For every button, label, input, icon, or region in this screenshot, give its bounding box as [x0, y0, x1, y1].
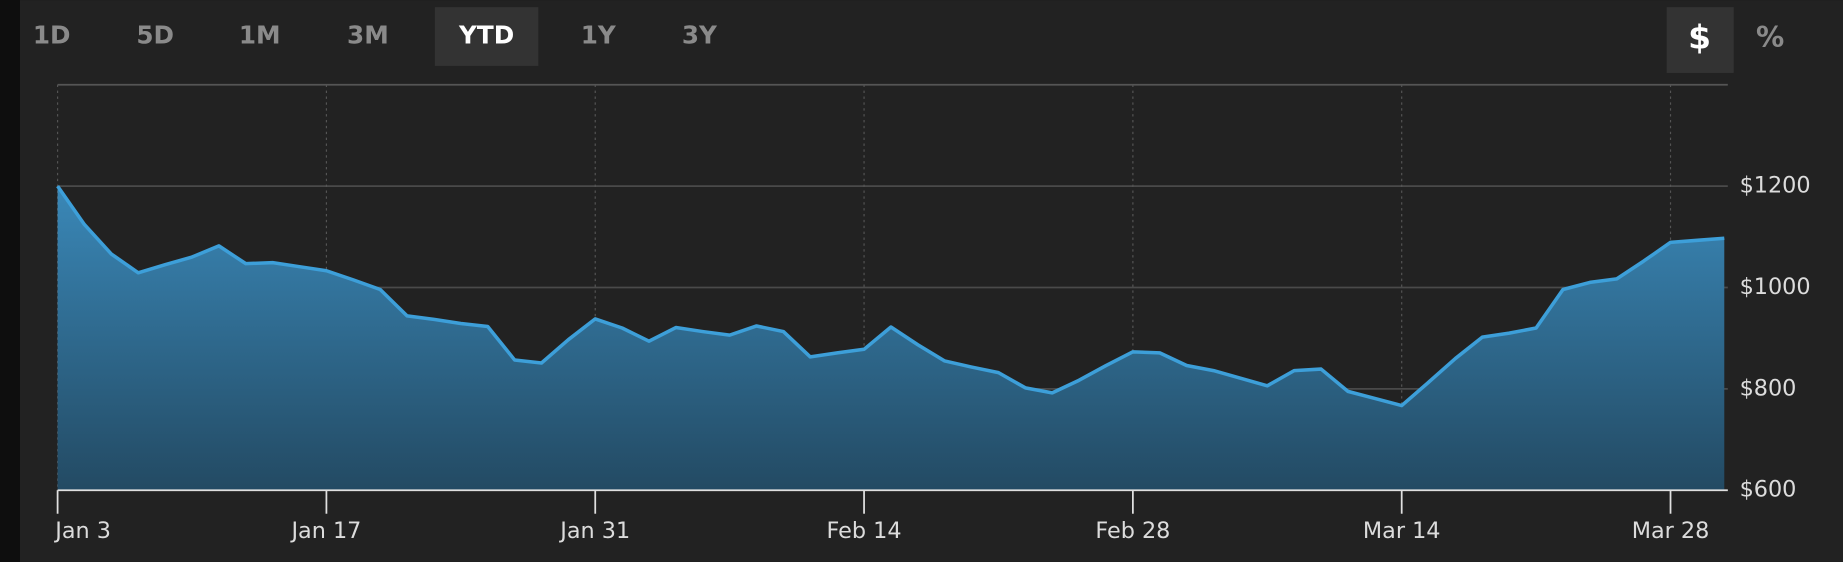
range-button[interactable]: 1D	[33, 21, 71, 50]
range-button[interactable]: 1M	[239, 21, 281, 50]
x-tick-label: Jan 17	[289, 518, 361, 544]
y-tick-label: $800	[1740, 375, 1797, 401]
range-button[interactable]: YTD	[458, 21, 514, 50]
x-tick-label: Feb 14	[827, 518, 902, 544]
active-unit-bg	[1666, 7, 1734, 73]
price-line	[56, 185, 1725, 408]
x-tick-label: Feb 28	[1095, 518, 1170, 544]
x-tick-label: Jan 31	[558, 518, 630, 544]
range-button[interactable]: 3Y	[682, 21, 718, 50]
x-tick-label: Jan 3	[53, 518, 111, 544]
range-button[interactable]: 3M	[347, 21, 389, 50]
y-tick-label: $600	[1740, 477, 1797, 503]
range-button[interactable]: 1Y	[581, 21, 617, 50]
range-button[interactable]: 5D	[136, 21, 174, 50]
active-range-bg	[434, 7, 539, 66]
unit-button[interactable]: $	[1688, 17, 1711, 56]
x-tick-label: Mar 28	[1632, 518, 1710, 544]
x-tick-label: Mar 14	[1363, 518, 1441, 544]
y-tick-label: $1200	[1740, 173, 1811, 199]
unit-button[interactable]: %	[1756, 21, 1784, 54]
y-tick-label: $1000	[1740, 274, 1811, 300]
area	[57, 186, 1725, 491]
